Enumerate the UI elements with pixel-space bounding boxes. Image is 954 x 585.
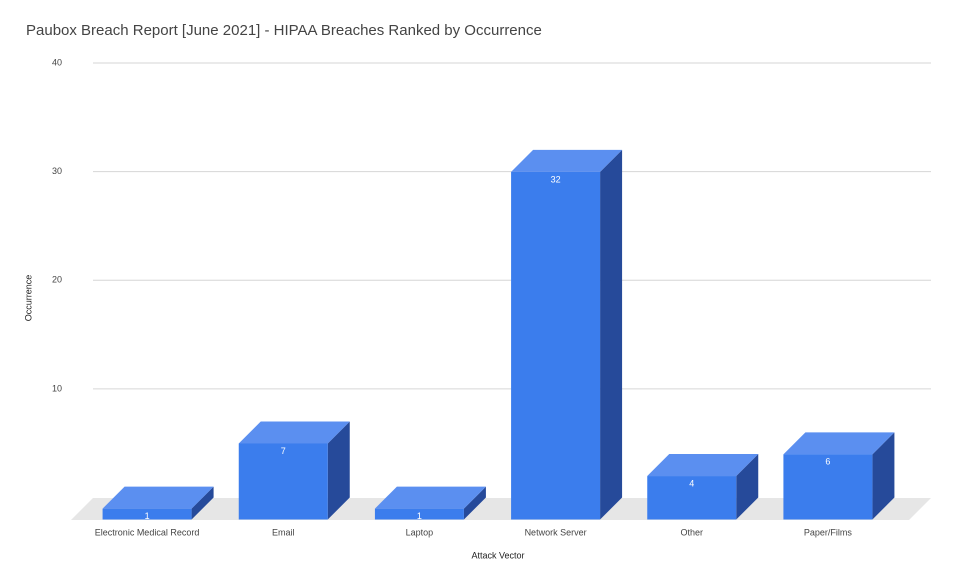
bar [647, 476, 737, 520]
y-tick-label: 30 [52, 166, 62, 176]
chart-title: Paubox Breach Report [June 2021] - HIPAA… [26, 22, 542, 39]
x-tick-label: Network Server [525, 527, 587, 537]
y-tick-label: 40 [52, 57, 62, 67]
value-label: 7 [281, 446, 286, 456]
bar-side [600, 149, 623, 520]
x-tick-label: Other [680, 527, 703, 537]
bar-side [327, 421, 350, 520]
value-label: 1 [417, 511, 422, 521]
bar-top [102, 486, 214, 509]
bar-side [463, 486, 486, 520]
bar-top [511, 149, 623, 172]
bar-side [872, 432, 895, 520]
value-label: 6 [825, 457, 830, 467]
bar-side [736, 454, 759, 520]
bar [511, 171, 601, 520]
bar-top [374, 486, 486, 509]
value-label: 32 [551, 174, 561, 184]
x-axis-title: Attack Vector [471, 550, 524, 560]
y-tick-label: 10 [52, 383, 62, 393]
value-label: 1 [145, 511, 150, 521]
x-tick-label: Paper/Films [804, 527, 853, 537]
bar-top [783, 432, 895, 455]
y-axis-title: Occurrence [23, 275, 33, 322]
y-tick-label: 20 [52, 275, 62, 285]
bar [783, 454, 873, 520]
bar-side [191, 486, 214, 520]
x-tick-label: Electronic Medical Record [95, 527, 200, 537]
bar [102, 508, 192, 520]
x-tick-label: Email [272, 527, 295, 537]
bar-top [238, 421, 350, 444]
bar-top [647, 454, 759, 477]
value-label: 4 [689, 478, 694, 488]
bar [374, 508, 464, 520]
bar [238, 443, 328, 520]
x-tick-label: Laptop [406, 527, 434, 537]
